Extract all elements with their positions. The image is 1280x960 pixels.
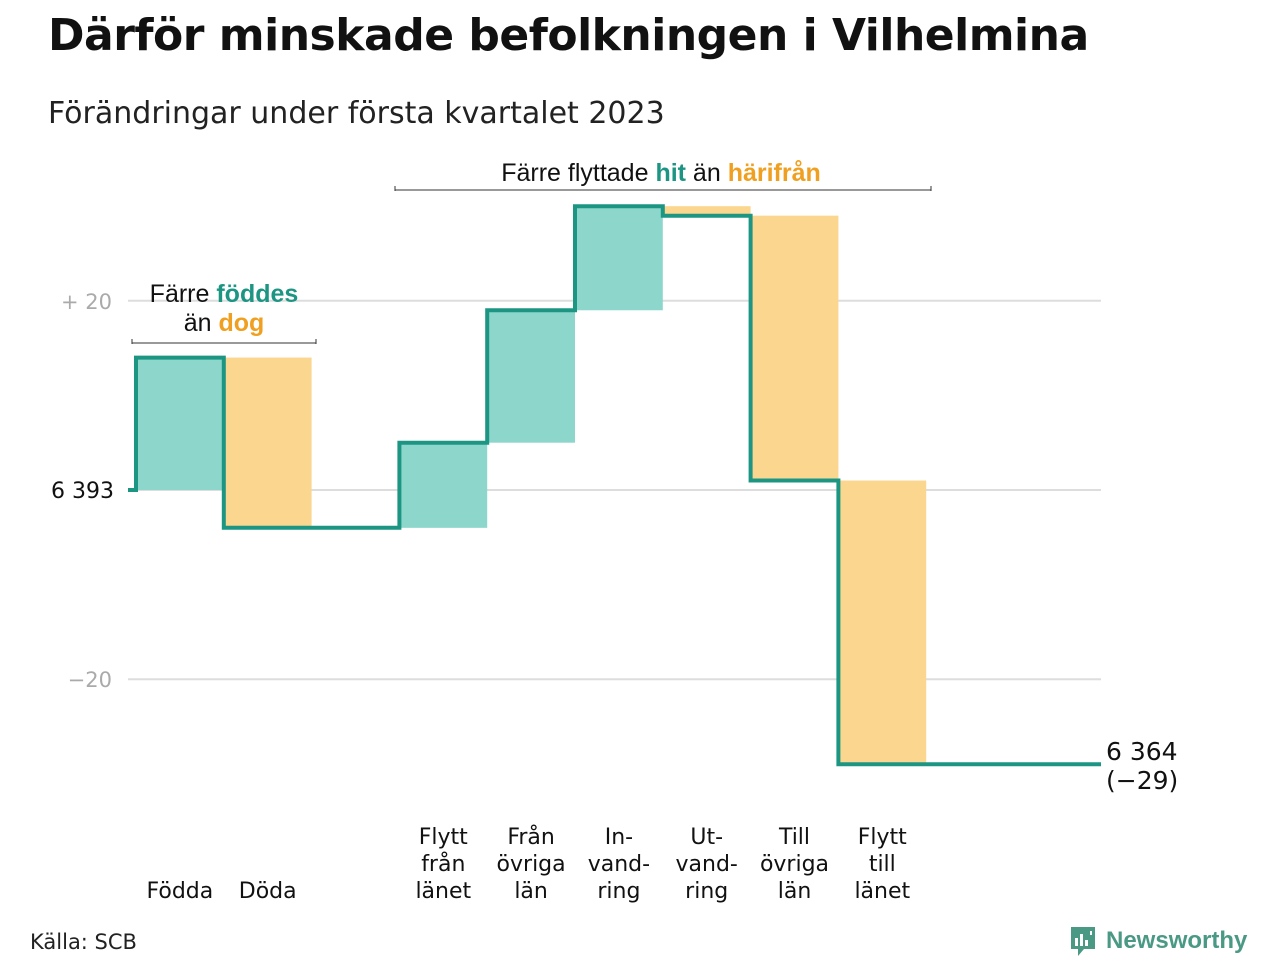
x-tick-label: Flytt från länet [415, 825, 471, 904]
annotation-highlight-died: dog [218, 309, 264, 337]
x-tick-label-line: län [514, 879, 548, 904]
x-tick-label-line: Från [507, 824, 555, 850]
bar-ut--vand--ring [662, 206, 751, 216]
annotation-prefix: Färre [150, 280, 217, 308]
migration-bracket [394, 186, 932, 191]
annotations: Färre föddes än dog Färre flyttade hit ä… [131, 159, 932, 344]
x-tick-label-line: övriga [497, 852, 566, 877]
chart-title: Därför minskade befolkningen i Vilhelmin… [48, 10, 1089, 61]
x-tick-label: Döda [239, 879, 297, 904]
x-tick-label: Ut-vand-ring [676, 825, 738, 904]
bar-från-övriga-län [487, 310, 575, 443]
bar-döda [223, 357, 312, 528]
start-value-label: 6 393 [51, 479, 114, 504]
x-tick-label: Till övriga län [760, 825, 829, 904]
x-tick-label-line: övriga [760, 852, 829, 877]
annotation-middle: än [686, 159, 728, 187]
step-line-group [128, 204, 1101, 767]
x-tick-label-line: Till [778, 825, 810, 850]
end-change-label: (−29) [1106, 766, 1178, 795]
source-note: Källa: SCB [30, 930, 137, 954]
chart-subtitle: Förändringar under första kvartalet 2023 [48, 96, 665, 131]
x-tick-label-line: In- [605, 825, 633, 850]
births-deaths-annotation-line1: Färre föddes [150, 280, 299, 308]
annotation-highlight-out: härifrån [728, 159, 821, 187]
annotation-prefix: Färre flyttade [501, 159, 655, 187]
x-tick-label: Flytt till länet [854, 825, 910, 904]
x-tick-label-line: Döda [239, 879, 297, 904]
y-axis-ticks: + 20 6 393 −20 [51, 290, 114, 692]
x-tick-label-line: vand- [588, 852, 650, 877]
step-line [128, 204, 1101, 767]
end-value-label: 6 364 [1106, 737, 1178, 766]
bar-in--vand--ring [575, 206, 663, 311]
x-tick-label-line: ring [597, 879, 640, 904]
x-tick-label-line: vand- [676, 852, 738, 877]
x-tick-label-line: län [778, 879, 812, 904]
y-tick-label: −20 [68, 668, 112, 692]
x-tick-label-line: Ut- [690, 825, 723, 850]
bar-flytt-från-länet [399, 442, 488, 528]
annotation-prefix: än [184, 309, 219, 337]
end-label: 6 364 (−29) [1106, 737, 1178, 795]
births-deaths-bracket [131, 339, 317, 344]
x-tick-label-line: länet [415, 879, 471, 904]
brand-logo: Newsworthy [1068, 924, 1247, 958]
x-tick-label: In-vand-ring [588, 825, 650, 904]
y-tick-label: + 20 [61, 290, 112, 314]
bar-flytt-till-länet [838, 480, 927, 765]
x-tick-label-line: Flytt [419, 825, 468, 850]
x-tick-label-line: Flytt [858, 825, 907, 850]
x-tick-label-line: ring [685, 879, 728, 904]
brand-name: Newsworthy [1106, 927, 1248, 954]
x-tick-label: Från övriga län [497, 824, 566, 904]
x-tick-label-line: Födda [147, 879, 214, 904]
brand-chart-icon [1071, 927, 1095, 956]
annotation-highlight-born: föddes [216, 280, 298, 308]
bar-till-övriga-län [750, 215, 839, 481]
bars [136, 206, 927, 765]
migration-annotation: Färre flyttade hit än härifrån [501, 159, 821, 187]
x-tick-label: Födda [147, 879, 214, 904]
x-tick-label-line: länet [854, 879, 910, 904]
x-tick-label-line: från [421, 851, 465, 877]
bar-födda [136, 357, 224, 490]
births-deaths-annotation-line2: än dog [184, 309, 265, 337]
x-tick-label-line: till [869, 852, 896, 877]
annotation-highlight-in: hit [655, 159, 686, 187]
